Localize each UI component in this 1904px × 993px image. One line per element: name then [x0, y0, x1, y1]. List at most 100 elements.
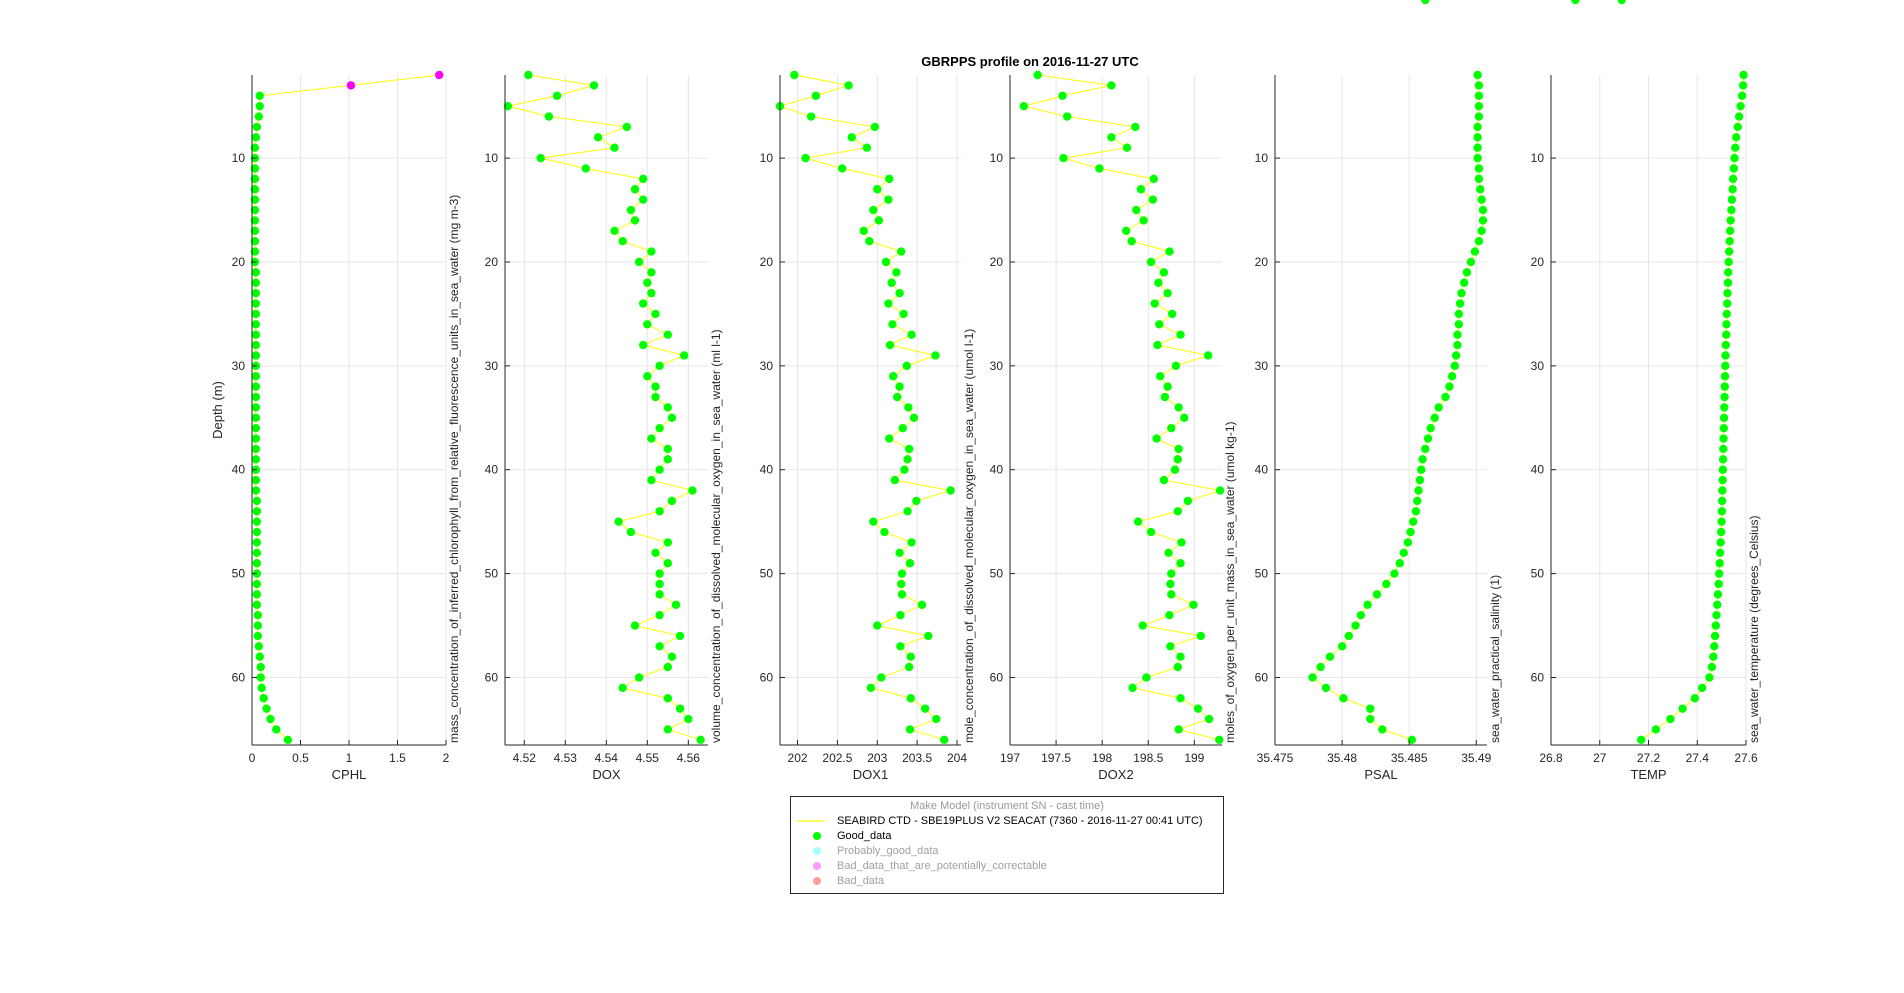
x-axis-label: PSAL: [1364, 767, 1397, 782]
data-point: [1421, 444, 1430, 454]
data-point: [1180, 413, 1189, 422]
data-point: [251, 351, 261, 360]
data-point: [1721, 340, 1730, 350]
x-axis-label: CPHL: [332, 767, 367, 782]
data-point: [1723, 278, 1733, 287]
data-point: [1132, 205, 1141, 215]
data-point: [1473, 122, 1482, 132]
data-point: [1337, 642, 1347, 651]
y-tick-label: 60: [1531, 670, 1545, 684]
data-point: [1474, 91, 1484, 100]
data-point: [663, 694, 673, 703]
data-point: [1454, 320, 1464, 329]
data-point: [1738, 81, 1748, 90]
data-point: [1726, 216, 1735, 225]
data-point: [1174, 725, 1183, 734]
data-point: [1059, 153, 1068, 163]
data-point: [647, 288, 656, 298]
data-point: [610, 143, 619, 152]
y-tick-label: 50: [760, 567, 774, 581]
data-point: [1722, 330, 1731, 339]
data-point: [1459, 278, 1469, 287]
profile-line: [1023, 74, 1221, 741]
data-point: [643, 372, 652, 381]
legend-header: Make Model (instrument SN - cast time): [910, 800, 1104, 812]
data-point: [651, 392, 660, 402]
data-point: [1719, 413, 1729, 422]
data-point: [250, 174, 260, 184]
data-point: [1739, 70, 1748, 80]
data-point: [907, 330, 916, 339]
y-tick-label: 40: [990, 463, 1004, 477]
data-point: [250, 247, 260, 256]
panel-psal: 35.475 35.48 35.485 35.49 10 20 30 40 50 60 PSAL se…: [1255, 0, 1502, 782]
data-point: [536, 153, 545, 163]
data-point: [898, 423, 907, 433]
data-point: [1720, 403, 1729, 412]
data-point: [435, 70, 444, 80]
data-point: [1316, 662, 1325, 672]
data-point: [902, 361, 911, 371]
data-point: [626, 527, 636, 537]
data-point: [252, 507, 262, 516]
data-point: [859, 226, 868, 236]
y-tick-label: 60: [232, 670, 246, 684]
data-point: [630, 216, 640, 225]
data-point: [1712, 610, 1721, 620]
data-point: [897, 579, 906, 589]
data-point: [1617, 0, 1626, 5]
y-tick-label: 50: [232, 567, 246, 581]
data-point: [663, 538, 673, 547]
data-point: [647, 475, 656, 485]
data-point: [1462, 268, 1472, 277]
data-point: [610, 226, 619, 236]
data-point: [1382, 579, 1391, 589]
data-point: [272, 725, 281, 734]
data-point: [544, 112, 554, 121]
data-point: [1418, 455, 1427, 464]
data-point: [1651, 725, 1661, 734]
side-label: moles_of_oxygen_per_unit_mass_in_sea_wat…: [1223, 421, 1237, 743]
panel-dox2: 197 197.5 198 198.5 199 10 20 30 40 50 60 DOX2 moles…: [990, 70, 1237, 782]
data-point: [1166, 579, 1175, 589]
data-point: [1121, 226, 1131, 236]
data-point: [254, 112, 263, 121]
data-point: [844, 81, 853, 90]
data-point: [1415, 475, 1425, 485]
data-point: [1729, 164, 1739, 173]
data-point: [1736, 101, 1745, 111]
data-point: [920, 704, 930, 713]
data-point: [655, 642, 664, 651]
x-tick-label: 203.5: [902, 751, 932, 765]
data-point: [1166, 642, 1175, 651]
data-point: [1714, 569, 1724, 578]
y-tick-label: 40: [1531, 463, 1545, 477]
x-tick-label: 4.54: [595, 751, 619, 765]
data-point: [252, 600, 262, 609]
data-point: [1414, 486, 1423, 495]
data-point: [880, 527, 889, 537]
data-point: [1127, 237, 1136, 246]
data-point: [1718, 486, 1727, 495]
y-tick-label: 10: [1255, 151, 1269, 165]
x-tick-label: 26.8: [1539, 751, 1563, 765]
y-tick-label: 40: [485, 463, 499, 477]
data-point: [847, 133, 856, 142]
data-point: [1399, 548, 1409, 558]
data-point: [1019, 101, 1029, 111]
data-point: [1454, 309, 1464, 319]
data-point: [1720, 392, 1729, 402]
data-point: [251, 486, 261, 495]
data-point: [1356, 610, 1366, 620]
data-point: [643, 278, 652, 287]
data-point: [885, 434, 894, 443]
data-point: [251, 392, 261, 402]
data-point: [873, 621, 882, 630]
data-point: [1189, 600, 1198, 609]
data-point: [1215, 486, 1225, 495]
data-point: [889, 372, 898, 381]
data-point: [1466, 257, 1476, 267]
data-point: [1423, 434, 1433, 443]
data-point: [1366, 704, 1375, 713]
x-tick-label: 4.52: [513, 751, 537, 765]
